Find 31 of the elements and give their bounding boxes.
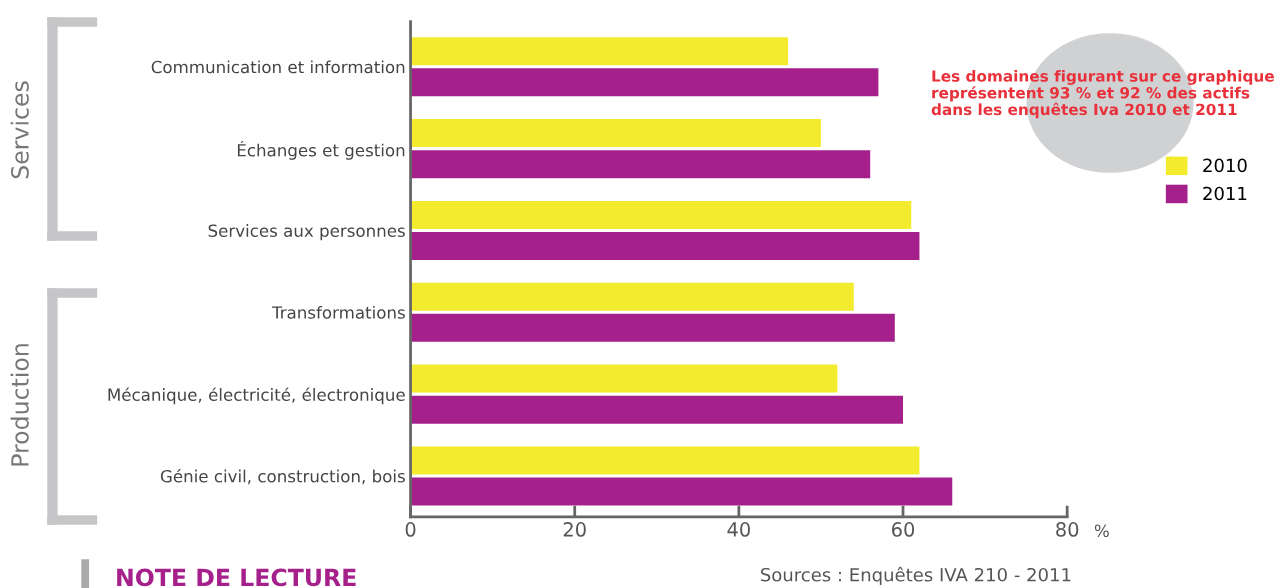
x-tick-label: 40 [727,522,750,537]
text: Production [10,344,29,466]
bar [410,200,912,229]
legend-label: 2011 [1203,186,1247,201]
x-tick-label: 20 [563,522,586,537]
y-tick-label: Échanges et gestion [237,140,405,160]
bar [410,395,904,424]
bar [410,68,879,97]
y-tick-label: Communication et information [151,60,405,74]
y-tick-label: Services aux personnes [208,224,405,241]
y-tick-label: Transformations [271,305,405,319]
x-tick-label: 60 [892,522,915,537]
bar [410,231,920,260]
x-axis-title: % [1094,524,1109,538]
bar [410,313,895,342]
x-tick-label: 0 [405,522,416,537]
bar [410,37,789,66]
y-tick-label: Mécanique, électricité, électronique [108,387,405,405]
bar [410,119,821,148]
bar [410,477,953,506]
bar [410,282,854,311]
bar [410,150,871,179]
bar [410,364,838,393]
text: NOTE DE LECTURE [117,568,356,587]
legend-label: 2010 [1203,158,1247,173]
source-note: Sources : Enquêtes IVA 210 - 2011 [761,566,1071,586]
bar [410,446,920,475]
y-tick-label: Génie civil, construction, bois [160,468,405,485]
text: Services [10,81,29,179]
annotation: Les domaines figurant sur ce graphique représentent 93 % et 92 % des actifs dans les enquêtes Iva 2010 et 2011 [931,70,1274,119]
x-tick-label: 80 [1056,522,1079,537]
